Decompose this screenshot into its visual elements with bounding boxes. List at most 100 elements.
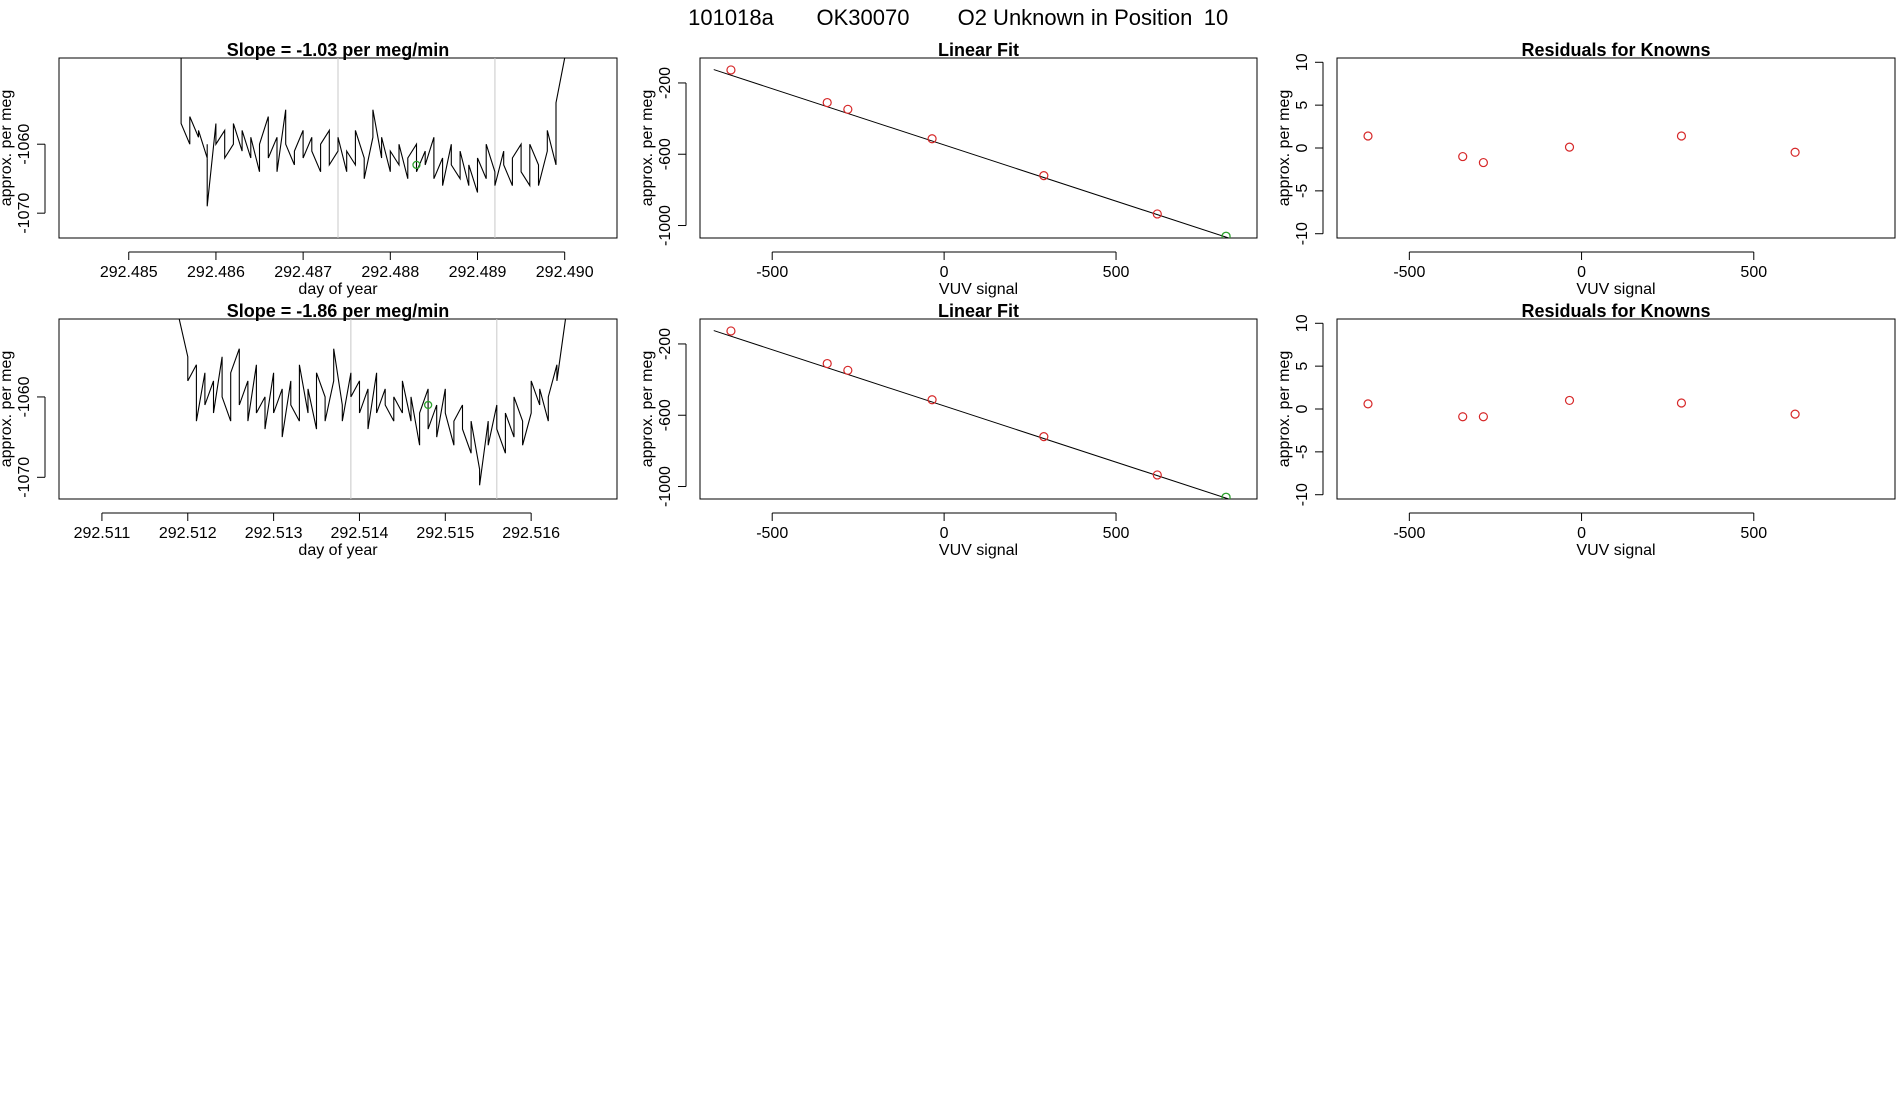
x-axis: -500 0 500 (756, 251, 1129, 281)
known-point (822, 97, 832, 108)
x-axis-label: VUV signal (1576, 542, 1655, 559)
y-tick-label: -10 (1294, 222, 1311, 245)
known-point (1478, 157, 1488, 168)
x-tick-label: 292.490 (536, 264, 594, 281)
unknown-marker-point (423, 400, 433, 410)
known-point (1676, 398, 1687, 408)
known-point (1363, 399, 1373, 409)
x-tick-label: -500 (1393, 525, 1425, 542)
x-tick-label: 292.515 (416, 525, 474, 542)
known-point (1790, 147, 1800, 157)
plot-area (180, 58, 566, 238)
known-point (1564, 142, 1575, 152)
chart-panel-row2-residuals: Residuals for Knowns -500 0 500 VUV signal -1… (1276, 301, 1896, 559)
header-description: O2 Unknown in Position (958, 5, 1193, 30)
x-axis-label: day of year (298, 542, 378, 559)
known-point (822, 358, 832, 369)
header-position: 10 (1204, 5, 1228, 30)
y-axis-label: approx. per meg (0, 351, 15, 468)
plot-frame (1336, 318, 1896, 500)
fit-line (713, 69, 1231, 238)
x-tick-label: 292.513 (245, 525, 303, 542)
y-axis: -1070 -1060 (16, 124, 46, 234)
x-tick-label: 292.512 (159, 525, 217, 542)
x-axis: 292.485 292.486 292.487 292.488 292.489 292.4… (100, 251, 594, 281)
y-tick-label: 0 (1294, 404, 1311, 413)
y-tick-label: -5 (1294, 184, 1311, 198)
x-axis-label: day of year (298, 281, 378, 298)
known-point (927, 134, 937, 144)
y-tick-label: -1000 (657, 466, 674, 507)
y-axis-label: approx. per meg (0, 90, 15, 207)
known-point (927, 395, 937, 405)
x-tick-label: 292.489 (449, 264, 507, 281)
known-point (726, 326, 736, 336)
x-tick-label: 500 (1740, 264, 1767, 281)
x-tick-label: 500 (1740, 525, 1767, 542)
y-tick-label: -600 (657, 138, 674, 170)
y-axis-label: approx. per meg (1276, 351, 1293, 468)
x-axis: -500 0 500 (1393, 251, 1767, 281)
x-axis: -500 0 500 (756, 512, 1130, 542)
x-tick-label: -500 (756, 525, 788, 542)
unknown-point (1221, 492, 1231, 499)
chart-title: Slope = -1.03 per meg/min (227, 40, 450, 60)
known-point (726, 65, 736, 75)
y-axis-label: approx. per meg (639, 351, 656, 468)
x-tick-label: 292.514 (331, 525, 389, 542)
x-tick-label: 292.488 (361, 264, 419, 281)
x-tick-label: 500 (1103, 525, 1130, 542)
known-point (1564, 395, 1575, 406)
chart-panel-row1-residuals: Residuals for Knowns -500 0 500 VUV signal -1… (1276, 40, 1896, 298)
plot-area (713, 326, 1231, 499)
y-tick-label: -600 (657, 399, 674, 431)
y-tick-label: 5 (1294, 101, 1311, 110)
y-tick-label: 10 (1294, 53, 1311, 71)
chart-title: Slope = -1.86 per meg/min (227, 301, 450, 321)
known-point (1458, 151, 1468, 162)
chart-title: Linear Fit (938, 40, 1019, 60)
y-tick-label: -5 (1294, 445, 1311, 459)
plot-area (1363, 131, 1800, 168)
plot-area (1363, 395, 1800, 422)
plot-frame (699, 57, 1258, 239)
plot-area (178, 319, 567, 499)
chart-panel-row2-linearfit: Linear Fit -500 0 500 VUV signal -200 -600 -100… (639, 301, 1258, 559)
chart-title: Residuals for Knowns (1521, 301, 1710, 321)
known-point (1039, 171, 1049, 181)
header-tank-id: OK30070 (817, 5, 910, 30)
x-tick-label: -500 (1393, 264, 1425, 281)
figure-header: 101018a OK30070 O2 Unknown in Position 1… (688, 5, 1228, 30)
plot-area (713, 65, 1231, 238)
x-axis-label: VUV signal (939, 281, 1018, 298)
x-axis: 292.511 292.512 292.513 292.514 292.515 292.5… (74, 512, 560, 542)
y-tick-label: -10 (1294, 483, 1311, 506)
chart-title: Residuals for Knowns (1521, 40, 1710, 60)
y-axis-label: approx. per meg (1276, 90, 1293, 207)
y-tick-label: -1070 (16, 193, 33, 234)
known-point (843, 365, 853, 375)
y-axis: -1070 -1060 (16, 376, 46, 498)
chart-panel-row1-linearfit: Linear Fit -500 0 500 VUV signal -200 -600 -100… (639, 40, 1258, 298)
y-axis: -10 -5 0 5 10 (1294, 53, 1324, 245)
known-point (1478, 412, 1488, 422)
x-tick-label: 0 (940, 264, 949, 281)
y-tick-label: -200 (657, 67, 674, 99)
x-axis: -500 0 500 (1393, 512, 1767, 542)
y-tick-label: -1060 (16, 376, 33, 417)
known-point (1790, 409, 1800, 419)
y-tick-label: -1070 (16, 457, 33, 498)
y-tick-label: 10 (1294, 314, 1311, 332)
known-point (1458, 412, 1468, 422)
series-line (180, 58, 566, 207)
x-tick-label: 0 (1577, 525, 1586, 542)
plot-frame (58, 318, 618, 500)
y-tick-label: 0 (1294, 143, 1311, 152)
known-point (1152, 209, 1162, 219)
x-axis-label: VUV signal (1576, 281, 1655, 298)
y-axis: -200 -600 -1000 (657, 67, 687, 246)
